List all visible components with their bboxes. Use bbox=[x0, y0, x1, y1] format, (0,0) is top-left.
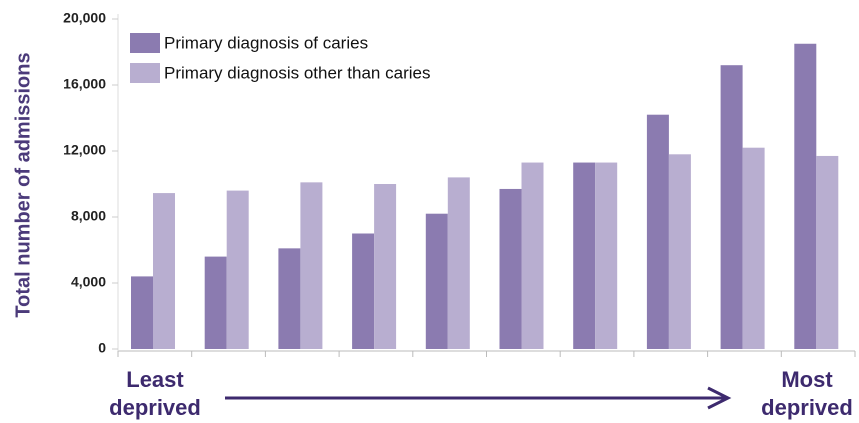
bar bbox=[278, 248, 301, 349]
bar bbox=[499, 188, 522, 349]
bar bbox=[425, 213, 448, 349]
bar bbox=[742, 147, 765, 349]
legend-swatch bbox=[130, 63, 160, 83]
y-tick-label: 12,000 bbox=[63, 142, 106, 158]
bar bbox=[300, 182, 323, 349]
y-tick-label: 0 bbox=[98, 340, 106, 356]
bar bbox=[595, 162, 618, 349]
bar bbox=[794, 43, 817, 349]
y-tick-label: 20,000 bbox=[63, 10, 106, 26]
y-tick-label: 8,000 bbox=[71, 208, 106, 224]
bar bbox=[204, 256, 227, 349]
annotation: Least deprived bbox=[109, 367, 201, 420]
bar bbox=[816, 155, 839, 349]
bar bbox=[447, 177, 470, 349]
y-tick-label: 16,000 bbox=[63, 76, 106, 92]
arrow-head bbox=[707, 386, 732, 410]
y-tick-label: 4,000 bbox=[71, 274, 106, 290]
bar bbox=[720, 65, 743, 349]
bar bbox=[153, 193, 175, 349]
y-axis-title: Total number of admissions bbox=[12, 52, 34, 317]
bar bbox=[646, 114, 669, 349]
bar bbox=[131, 276, 153, 349]
legend-swatch bbox=[130, 33, 160, 53]
bar bbox=[573, 162, 596, 349]
bar bbox=[352, 233, 375, 349]
annotation: Most deprived bbox=[761, 367, 853, 420]
bar bbox=[521, 162, 544, 349]
legend-label: Primary diagnosis other than caries bbox=[164, 63, 430, 82]
bar bbox=[668, 154, 691, 349]
bar bbox=[374, 184, 397, 349]
legend-label: Primary diagnosis of caries bbox=[164, 33, 368, 52]
bar bbox=[226, 190, 249, 349]
